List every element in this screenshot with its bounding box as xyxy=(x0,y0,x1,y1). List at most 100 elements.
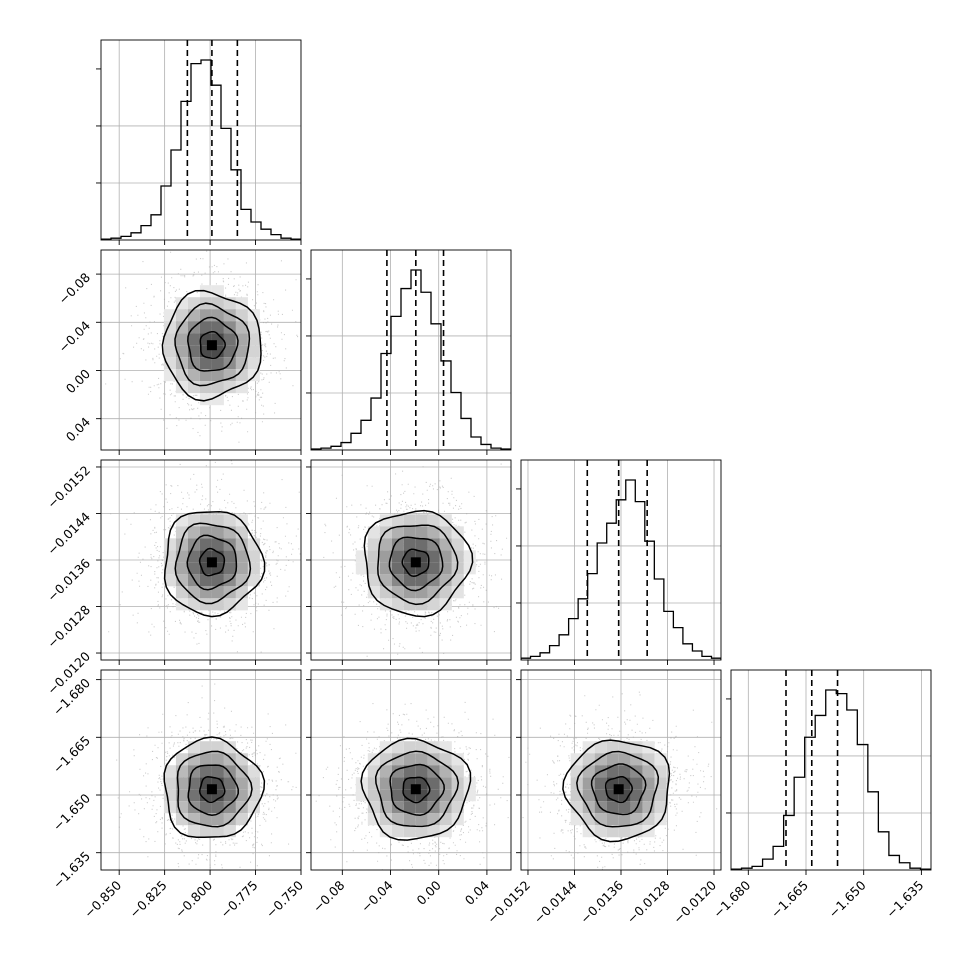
density-cell xyxy=(211,357,224,370)
density-cell xyxy=(403,741,416,754)
density-cell xyxy=(642,813,655,826)
density-cell xyxy=(642,789,655,802)
density-cell xyxy=(594,741,607,754)
density-cell xyxy=(415,753,428,766)
density-cell xyxy=(570,801,583,814)
density-cell xyxy=(391,598,404,611)
density-cell xyxy=(175,538,188,551)
density-cell xyxy=(379,813,392,826)
density-cell xyxy=(175,333,188,346)
density-cell xyxy=(199,574,212,587)
x-tick-label: −0.775 xyxy=(217,878,260,921)
contour-line xyxy=(186,534,238,591)
density-cell xyxy=(630,777,643,790)
density-cell xyxy=(654,813,667,826)
density-cell xyxy=(427,538,440,551)
density-cell xyxy=(439,813,452,826)
panel-2-1 xyxy=(306,459,512,665)
density-cell xyxy=(163,550,176,563)
histogram-bar xyxy=(101,59,301,240)
x-tick-label: −0.0136 xyxy=(577,877,626,926)
density-cell xyxy=(463,550,476,563)
density-cell xyxy=(463,562,476,575)
density-cell xyxy=(247,357,260,370)
density-cell xyxy=(391,562,404,575)
density-cell xyxy=(235,562,248,575)
density-cell xyxy=(403,753,416,766)
x-tick-label: −0.0152 xyxy=(484,878,533,927)
x-tick-label: −0.850 xyxy=(81,877,124,920)
density-cell xyxy=(187,381,200,394)
x-tick-label: −1.635 xyxy=(883,878,926,921)
density-cell xyxy=(187,526,200,539)
density-cell xyxy=(582,753,595,766)
density-cell xyxy=(403,801,416,814)
contour-line xyxy=(389,763,445,816)
density-cell xyxy=(594,825,607,838)
density-cell xyxy=(427,586,440,599)
density-cell xyxy=(379,789,392,802)
density-cell xyxy=(618,765,631,778)
density-cell xyxy=(223,345,236,358)
panel-3-1: −0.08 −0.04 0.00 0.04 xyxy=(306,669,512,915)
x-tick-label: −1.650 xyxy=(825,877,868,920)
density-cell xyxy=(247,562,260,575)
density-cell xyxy=(391,538,404,551)
density-cell xyxy=(187,753,200,766)
density-cell xyxy=(199,393,212,406)
density-cell xyxy=(618,813,631,826)
density-cell xyxy=(247,321,260,334)
density-cell xyxy=(403,586,416,599)
scatter-points xyxy=(323,463,508,657)
density-cell xyxy=(391,586,404,599)
density-cell xyxy=(211,598,224,611)
density-cell xyxy=(379,538,392,551)
density-cell xyxy=(391,777,404,790)
density-cell xyxy=(367,538,380,551)
density-cell xyxy=(223,777,236,790)
density-cell xyxy=(223,753,236,766)
x-tick-label: 0.04 xyxy=(462,877,492,907)
density-cell xyxy=(163,357,176,370)
density-cell xyxy=(391,550,404,563)
contour-line xyxy=(402,776,431,804)
density-cell xyxy=(175,574,188,587)
density-cell xyxy=(235,333,248,346)
density-cell xyxy=(163,345,176,358)
histogram-bar xyxy=(311,269,511,450)
density-cell xyxy=(223,765,236,778)
density-cell xyxy=(415,514,428,527)
density-cell xyxy=(199,369,212,382)
x-tick-label: 0.00 xyxy=(414,877,444,907)
density-cell xyxy=(415,574,428,587)
density-cell xyxy=(211,741,224,754)
density-cell xyxy=(415,741,428,754)
contour-line xyxy=(401,548,430,578)
density-cell xyxy=(427,777,440,790)
x-tick-label: −0.0120 xyxy=(670,877,719,926)
contour-line xyxy=(562,739,671,843)
density-cell xyxy=(582,789,595,802)
density-cell xyxy=(211,538,224,551)
contour-line xyxy=(161,289,262,402)
density-cell xyxy=(427,550,440,563)
contour-line xyxy=(174,522,252,605)
density-cell xyxy=(367,789,380,802)
x-tick-label: −0.04 xyxy=(358,877,396,915)
density-cell xyxy=(439,526,452,539)
density-cell xyxy=(175,526,188,539)
contour-line xyxy=(604,775,633,804)
y-tick-label: −1.665 xyxy=(50,733,93,776)
x-tick-label: −0.800 xyxy=(172,877,215,920)
density-cell xyxy=(355,562,368,575)
density-cell xyxy=(211,526,224,539)
density-cell xyxy=(199,321,212,334)
density-cell xyxy=(163,765,176,778)
density-cell xyxy=(570,753,583,766)
density-cell xyxy=(618,741,631,754)
density-cell xyxy=(415,801,428,814)
density-cell xyxy=(570,765,583,778)
density-cell xyxy=(367,562,380,575)
density-cell xyxy=(439,574,452,587)
density-cell xyxy=(235,309,248,322)
